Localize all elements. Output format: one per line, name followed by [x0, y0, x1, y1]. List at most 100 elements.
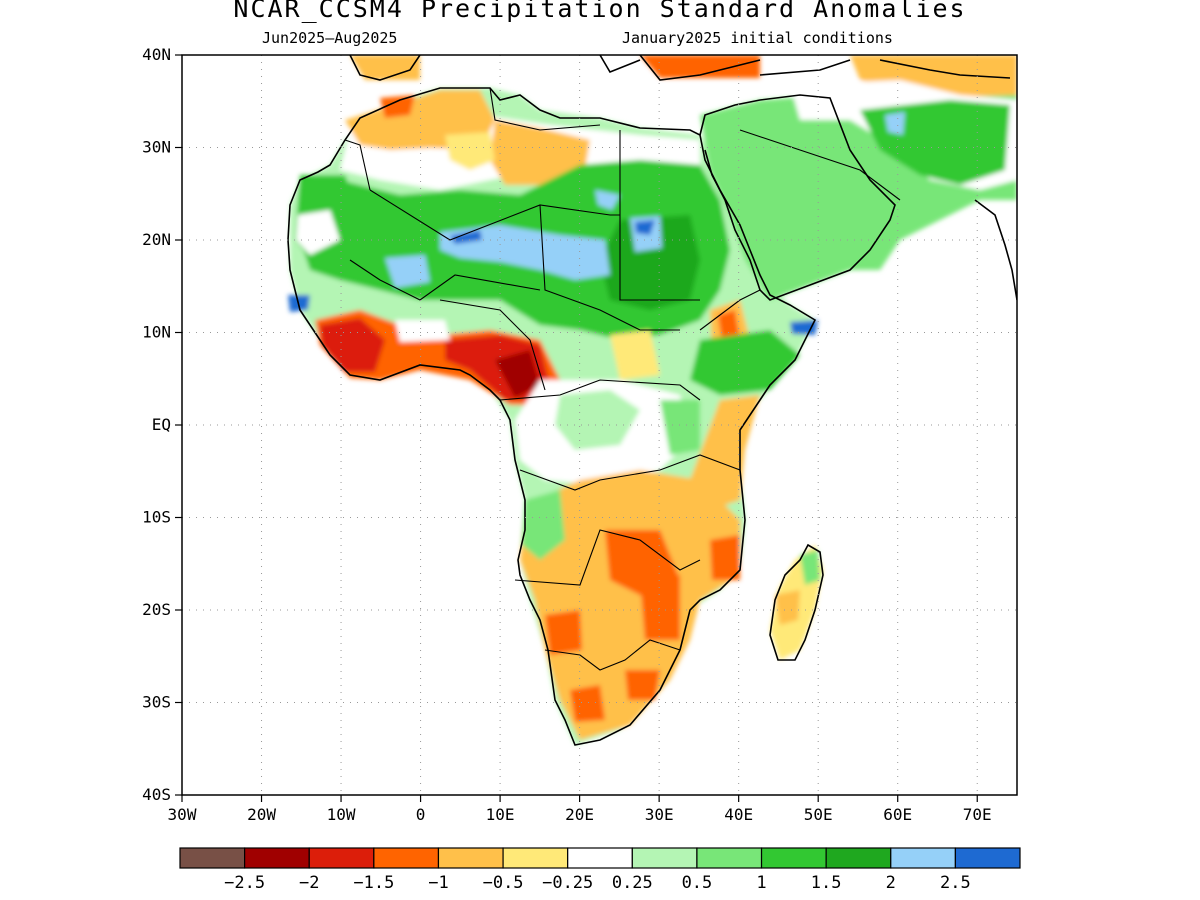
kenya-green — [660, 400, 700, 455]
y-tick-label: 30N — [142, 138, 171, 157]
border-7 — [519, 454, 741, 491]
morocco-red — [380, 95, 415, 118]
colorbar-swatch — [244, 847, 310, 869]
turkey-orange — [640, 55, 760, 78]
y-tick-label: 40S — [142, 785, 171, 804]
border-5 — [439, 299, 546, 391]
sahel-blue-3 — [595, 190, 620, 210]
colorbar-swatch — [373, 847, 440, 869]
arabia-coastline — [699, 94, 896, 301]
colorbar-label: −1 — [428, 873, 448, 893]
india-coastline — [974, 199, 1017, 301]
iran-blue — [885, 112, 905, 135]
x-tick-label: 50E — [804, 805, 833, 824]
border-6 — [499, 379, 701, 401]
colorbar-swatch — [567, 847, 633, 869]
mozambique-orange — [710, 535, 740, 580]
anomaly-field — [288, 55, 1017, 745]
x-tick-label: 70E — [963, 805, 992, 824]
sahara-yellow — [445, 132, 495, 170]
colorbar-label: −2.5 — [224, 873, 265, 893]
east-africa-orange — [690, 395, 760, 510]
border-9 — [544, 639, 681, 671]
border-11 — [489, 87, 601, 131]
south-africa-orange — [570, 685, 605, 722]
border-12 — [739, 129, 901, 201]
namibia-orange — [545, 610, 582, 655]
sahel-dark-green — [600, 215, 700, 310]
colorbar-swatch — [179, 847, 246, 869]
colorbar-label: 0.25 — [612, 873, 653, 893]
sahara-orange-center — [490, 120, 590, 185]
colorbar-label: −0.25 — [542, 873, 593, 893]
lesotho-orange — [625, 670, 660, 700]
somalia-blue — [790, 320, 818, 335]
europe-coastline — [349, 55, 1011, 81]
congo-green-patches — [555, 390, 640, 450]
coastlines — [287, 55, 1017, 746]
africa-coastline — [287, 87, 817, 746]
colorbar-label: −0.5 — [483, 873, 524, 893]
y-tick-label: 40N — [142, 45, 171, 64]
border-10 — [344, 139, 371, 191]
y-tick-label: 20N — [142, 230, 171, 249]
colorbar — [179, 847, 1021, 869]
y-tick-label: EQ — [152, 415, 171, 434]
west-africa-white — [395, 320, 450, 342]
colorbar-swatch — [890, 847, 956, 869]
x-tick-label: 30E — [645, 805, 674, 824]
y-tick-label: 20S — [142, 600, 171, 619]
sahel-blue-1 — [440, 225, 610, 280]
y-tick-label: 30S — [142, 693, 171, 712]
med-north-orange — [350, 55, 420, 80]
chad-yellow — [610, 330, 660, 380]
colorbar-swatch — [502, 847, 569, 869]
colorbar-swatch — [308, 847, 375, 869]
y-tick-label: 10S — [142, 508, 171, 527]
x-tick-label: 20E — [565, 805, 594, 824]
colorbar-swatch — [696, 847, 763, 869]
x-tick-label: 10W — [327, 805, 356, 824]
colorbar-swatch — [437, 847, 504, 869]
madagascar-coastline — [769, 543, 824, 661]
colorbar-swatch — [954, 847, 1021, 869]
chart-title: NCAR_CCSM4 Precipitation Standard Anomal… — [233, 0, 967, 23]
x-axis: 30W 20W 10W 0 10E 20E 30E 40E 50E 60E 70E — [168, 795, 992, 824]
sahel-blue-2 — [385, 255, 430, 288]
colorbar-swatch — [760, 847, 827, 869]
colorbar-label: 0.5 — [682, 873, 713, 893]
cameroon-dark-red — [495, 350, 540, 398]
sahel-dark-blue-1 — [450, 230, 482, 244]
x-tick-label: 10E — [486, 805, 515, 824]
colorbar-swatch — [825, 847, 892, 869]
border-13 — [699, 289, 761, 331]
border-4 — [349, 259, 541, 301]
colorbar-label: −2 — [299, 873, 319, 893]
colorbar-label: 1.5 — [811, 873, 842, 893]
madagascar-green — [800, 550, 820, 585]
border-2 — [619, 130, 700, 301]
x-tick-label: 20W — [247, 805, 276, 824]
sahel-dark-blue-2 — [635, 220, 655, 235]
y-tick-label: 10N — [142, 323, 171, 342]
country-borders — [344, 87, 901, 671]
guinea-coast-red — [320, 318, 385, 372]
colorbar-label: 1 — [756, 873, 766, 893]
madagascar-orange — [775, 590, 800, 625]
southern-africa-orange — [520, 470, 740, 740]
forecast-period: Jun2025–Aug2025 — [262, 29, 398, 47]
colorbar-labels: −2.5 −2 −1.5 −1 −0.5 −0.25 0.25 0.5 1 1.5 2 2.5 — [224, 873, 971, 893]
x-tick-label: 30W — [168, 805, 197, 824]
colorbar-label: −1.5 — [353, 873, 394, 893]
angola-green — [522, 490, 565, 560]
y-axis: 40N 30N 20N 10N EQ 10S 20S 30S 40S — [142, 45, 182, 804]
initial-conditions: January2025 initial conditions — [622, 29, 893, 47]
horn-green — [690, 330, 800, 395]
x-tick-label: 0 — [416, 805, 426, 824]
x-tick-label: 40E — [724, 805, 753, 824]
border-3 — [539, 204, 680, 331]
colorbar-swatch — [631, 847, 698, 869]
colorbar-label: 2 — [886, 873, 896, 893]
grid-lines — [182, 55, 1017, 795]
